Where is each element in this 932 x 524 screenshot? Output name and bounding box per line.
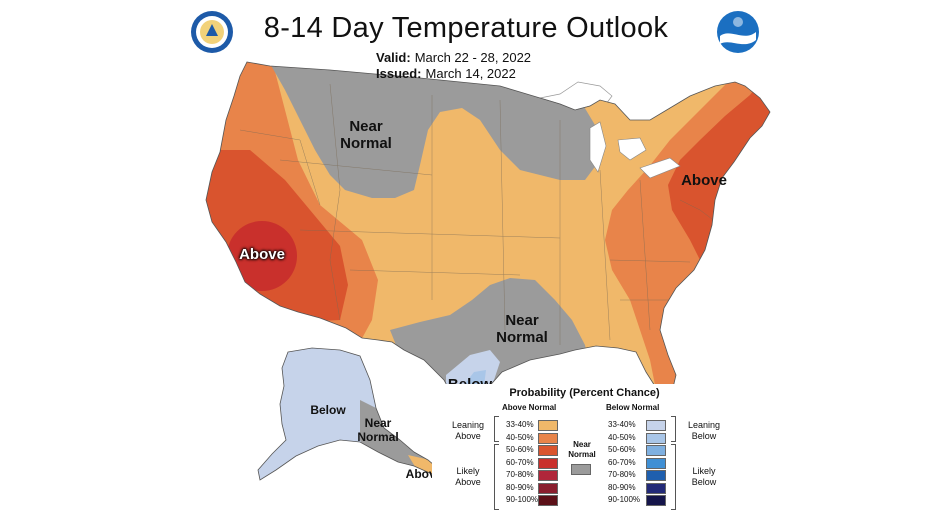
legend-above-swatch-0	[538, 420, 558, 431]
label-near-normal-alaska: Near Normal	[357, 416, 399, 444]
legend-above-swatch-1	[538, 432, 558, 444]
legend-leaning-above: Leaning Above	[451, 420, 485, 441]
legend-likely-below: Likely Below	[691, 466, 717, 487]
issued-value: March 14, 2022	[425, 66, 516, 81]
legend-above-swatch-5	[538, 482, 558, 494]
legend-likely-above: Likely Above	[455, 466, 481, 487]
legend-below-header: Below Normal	[606, 403, 660, 412]
legend-above-header: Above Normal	[502, 403, 557, 412]
legend-below-label-5: 80-90%	[608, 482, 636, 492]
legend-above-label-4: 70-80%	[506, 470, 534, 479]
label-below-alaska: Below	[310, 403, 346, 417]
legend-below-swatch-1	[646, 432, 666, 444]
legend-below-label-6: 90-100%	[608, 495, 641, 504]
label-near-normal-texas: Near Normal	[496, 312, 548, 346]
legend-below-swatch-0	[646, 420, 666, 431]
legend-below-swatch-3	[646, 457, 666, 469]
brace-likely-above	[494, 444, 499, 510]
legend-above-label-3: 60-70%	[506, 457, 534, 467]
legend-below-label-2: 50-60%	[608, 445, 636, 454]
legend-near-normal-swatch	[571, 464, 591, 475]
brace-leaning-above	[494, 416, 499, 442]
issued-date: Issued: March 14, 2022	[376, 66, 516, 81]
legend-below-swatch-4	[646, 470, 666, 481]
legend-above-label-5: 80-90%	[506, 482, 534, 492]
page-title: 8-14 Day Temperature Outlook	[263, 12, 669, 44]
probability-legend: Probability (Percent Chance) Above Norma…	[432, 384, 737, 514]
brace-leaning-below	[671, 416, 676, 442]
valid-dates: Valid: March 22 - 28, 2022	[376, 50, 531, 65]
label-near-normal-north: Near Normal	[340, 118, 392, 152]
legend-above-swatch-2	[538, 445, 558, 456]
legend-above-label-2: 50-60%	[506, 445, 534, 454]
legend-below-label-0: 33-40%	[608, 420, 636, 429]
legend-above-swatch-4	[538, 470, 558, 481]
valid-label: Valid:	[376, 50, 411, 65]
legend-below-label-1: 40-50%	[608, 432, 636, 442]
issued-label: Issued:	[376, 66, 422, 81]
legend-above-label-1: 40-50%	[506, 432, 534, 442]
valid-value: March 22 - 28, 2022	[414, 50, 532, 65]
legend-below-label-3: 60-70%	[608, 457, 636, 467]
legend-title: Probability (Percent Chance)	[509, 387, 660, 399]
legend-above-swatch-3	[538, 457, 558, 469]
commerce-seal-icon	[190, 10, 234, 54]
legend-above-label-6: 90-100%	[506, 495, 539, 504]
legend-below-swatch-5	[646, 482, 666, 494]
legend-below-swatch-6	[646, 495, 666, 506]
label-above-northeast: Above	[681, 172, 727, 189]
legend-near-normal-label: Near Normal	[568, 440, 596, 459]
legend-below-swatch-2	[646, 445, 666, 456]
legend-below-label-4: 70-80%	[608, 470, 636, 479]
legend-above-label-0: 33-40%	[506, 420, 534, 429]
label-above-west: Above	[239, 246, 285, 263]
noaa-logo-icon	[716, 10, 760, 54]
brace-likely-below	[671, 444, 676, 510]
legend-above-swatch-6	[538, 495, 558, 506]
legend-leaning-below: Leaning Below	[687, 420, 721, 441]
